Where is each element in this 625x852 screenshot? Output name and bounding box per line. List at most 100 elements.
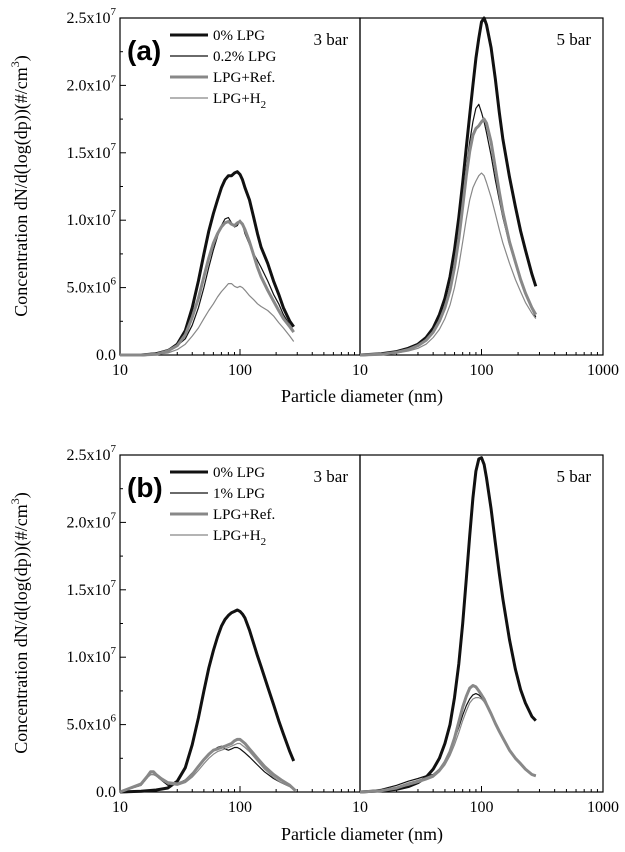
panel-tag: (b) xyxy=(127,472,163,503)
y-tick-base: 1.0x10 xyxy=(67,649,111,666)
x-tick-label: 100 xyxy=(228,362,252,379)
legend-label: 1% LPG xyxy=(213,486,265,502)
y-tick-base: 2.0x10 xyxy=(67,77,111,94)
legend-label-text: 0% LPG xyxy=(213,28,265,44)
plot-frame xyxy=(119,454,361,793)
y-tick-base: 5.0x10 xyxy=(67,717,111,734)
x-tick-label: 1000 xyxy=(587,799,619,816)
subplot-right: 10 100 1000 5 bar xyxy=(352,16,619,379)
y-tick-base: 1.0x10 xyxy=(67,212,111,229)
legend-label: 0% LPG xyxy=(213,465,265,481)
pressure-label: 5 bar xyxy=(557,467,592,486)
y-axis-title-superscript: 3 xyxy=(8,498,22,504)
x-tick-label: 100 xyxy=(470,362,494,379)
x-tick-label: 100 xyxy=(470,799,494,816)
series-line xyxy=(359,172,537,356)
series-line xyxy=(120,220,295,357)
subplot-right: 10 100 1000 5 bar xyxy=(352,454,619,816)
x-tick-label: 10 xyxy=(352,799,368,816)
legend-label: LPG+Ref. xyxy=(213,507,275,523)
y-tick-base: 1.5x10 xyxy=(67,582,111,599)
y-tick-exponent: 7 xyxy=(111,208,117,220)
y-tick-base: 0.0 xyxy=(96,347,116,364)
y-axis-title: Concentration dN/d(log(dp))(#/cm3) xyxy=(8,55,32,316)
legend-label-text: LPG+H xyxy=(213,91,261,107)
series-line xyxy=(120,170,295,357)
x-tick-label: 100 xyxy=(228,799,252,816)
series-line xyxy=(359,456,537,794)
legend: 0% LPG 1% LPG LPG+Ref. LPG+H2 xyxy=(170,465,275,548)
y-tick-base: 0.0 xyxy=(96,784,116,801)
y-tick-label: 2.0x107 xyxy=(67,73,117,94)
series-line xyxy=(359,103,537,356)
subplot-left: 10 1000.05.0x1061.0x1071.5x1072.0x1072.5x… xyxy=(67,443,361,816)
y-axis-title-tail: ) xyxy=(11,55,32,61)
legend-label: LPG+Ref. xyxy=(213,70,275,86)
y-axis-title-tail: ) xyxy=(11,492,32,498)
series-line xyxy=(119,742,296,793)
series-line xyxy=(359,16,538,357)
x-tick-label: 10 xyxy=(112,362,128,379)
plot-frame xyxy=(119,17,361,356)
series-line xyxy=(359,696,536,793)
pressure-label: 5 bar xyxy=(557,30,592,49)
y-tick-exponent: 6 xyxy=(111,276,117,288)
legend-label-text: LPG+Ref. xyxy=(213,507,275,523)
y-axis-title-main: Concentration dN/d(log(dp))(#/cm xyxy=(11,67,32,316)
series-line xyxy=(119,608,296,794)
y-axis-title: Concentration dN/d(log(dp))(#/cm3) xyxy=(8,492,32,753)
legend-label: 0.2% LPG xyxy=(213,49,277,65)
x-axis-title: Particle diameter (nm) xyxy=(281,386,443,407)
y-tick-base: 2.5x10 xyxy=(67,10,111,27)
y-tick-label: 1.0x107 xyxy=(67,645,117,666)
panel-a: 10 1000.05.0x1061.0x1071.5x1072.0x1072.5x… xyxy=(8,6,619,407)
legend-label: LPG+H2 xyxy=(213,91,266,111)
plot-frame xyxy=(359,454,604,793)
legend-label: LPG+H2 xyxy=(213,528,266,548)
y-tick-exponent: 7 xyxy=(111,443,117,455)
y-tick-label: 2.0x107 xyxy=(67,510,117,531)
x-tick-label: 10 xyxy=(112,799,128,816)
series-line xyxy=(359,684,537,794)
y-tick-base: 1.5x10 xyxy=(67,145,111,162)
y-tick-exponent: 7 xyxy=(111,510,117,522)
panel-tag: (a) xyxy=(127,35,161,66)
series-line xyxy=(359,117,538,357)
y-tick-label: 5.0x106 xyxy=(67,713,117,734)
y-tick-exponent: 7 xyxy=(111,645,117,657)
y-tick-label: 0.0 xyxy=(96,347,116,364)
series-line xyxy=(120,283,295,356)
y-tick-exponent: 7 xyxy=(111,73,117,85)
legend-label-text: LPG+H xyxy=(213,528,261,544)
legend: 0% LPG 0.2% LPG LPG+Ref. LPG+H2 xyxy=(170,28,277,111)
legend-label-text: 1% LPG xyxy=(213,486,265,502)
plot-frame xyxy=(359,17,604,356)
y-axis-title-main: Concentration dN/d(log(dp))(#/cm xyxy=(11,504,32,753)
x-tick-label: 10 xyxy=(352,362,368,379)
legend-label-text: LPG+Ref. xyxy=(213,70,275,86)
y-tick-exponent: 7 xyxy=(111,6,117,18)
series-line xyxy=(359,692,536,793)
legend-label-subscript: 2 xyxy=(261,99,267,111)
y-tick-exponent: 7 xyxy=(111,578,117,590)
y-tick-exponent: 6 xyxy=(111,713,117,725)
pressure-label: 3 bar xyxy=(314,30,349,49)
y-tick-exponent: 7 xyxy=(111,141,117,153)
y-tick-label: 1.5x107 xyxy=(67,141,117,162)
y-tick-base: 5.0x10 xyxy=(67,280,111,297)
legend-label-subscript: 2 xyxy=(261,536,267,548)
series-line xyxy=(119,737,297,794)
pressure-label: 3 bar xyxy=(314,467,349,486)
x-tick-label: 1000 xyxy=(587,362,619,379)
y-tick-label: 1.5x107 xyxy=(67,578,117,599)
y-tick-base: 2.5x10 xyxy=(67,447,111,464)
y-tick-label: 2.5x107 xyxy=(67,443,117,464)
legend-label: 0% LPG xyxy=(213,28,265,44)
y-tick-label: 1.0x107 xyxy=(67,208,117,229)
y-tick-base: 2.0x10 xyxy=(67,514,111,531)
subplot-left: 10 1000.05.0x1061.0x1071.5x1072.0x1072.5x… xyxy=(67,6,361,379)
x-axis-title: Particle diameter (nm) xyxy=(281,824,443,845)
y-tick-label: 5.0x106 xyxy=(67,276,117,297)
legend-label-text: 0.2% LPG xyxy=(213,49,277,65)
